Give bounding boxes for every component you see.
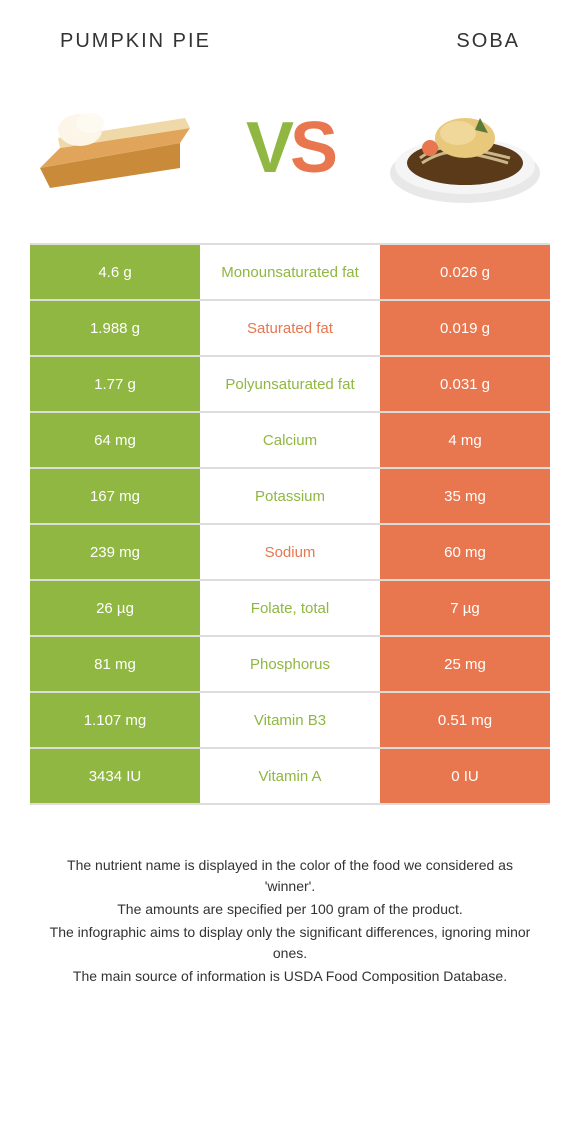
table-row: 167 mgPotassium35 mg (30, 469, 550, 525)
left-value: 3434 IU (30, 749, 200, 803)
nutrient-label: Folate, total (200, 581, 380, 635)
table-row: 26 µgFolate, total7 µg (30, 581, 550, 637)
nutrient-label: Saturated fat (200, 301, 380, 355)
nutrient-table: 4.6 gMonounsaturated fat0.026 g1.988 gSa… (30, 243, 550, 805)
left-value: 1.107 mg (30, 693, 200, 747)
left-value: 1.77 g (30, 357, 200, 411)
right-value: 0 IU (380, 749, 550, 803)
right-value: 0.019 g (380, 301, 550, 355)
vs-label: VS (246, 107, 334, 189)
table-row: 1.988 gSaturated fat0.019 g (30, 301, 550, 357)
table-row: 1.107 mgVitamin B30.51 mg (30, 693, 550, 749)
right-value: 4 mg (380, 413, 550, 467)
footer-notes: The nutrient name is displayed in the co… (0, 805, 580, 987)
header: PUMPKIN PIE SOBA (0, 0, 580, 63)
left-value: 167 mg (30, 469, 200, 523)
nutrient-label: Vitamin B3 (200, 693, 380, 747)
soba-icon (380, 88, 550, 208)
footer-line-2: The amounts are specified per 100 gram o… (40, 899, 540, 920)
right-food-title: SOBA (456, 30, 520, 53)
nutrient-label: Potassium (200, 469, 380, 523)
vs-s: S (290, 108, 334, 188)
table-row: 81 mgPhosphorus25 mg (30, 637, 550, 693)
right-value: 0.031 g (380, 357, 550, 411)
table-row: 4.6 gMonounsaturated fat0.026 g (30, 245, 550, 301)
right-value: 35 mg (380, 469, 550, 523)
table-row: 3434 IUVitamin A0 IU (30, 749, 550, 805)
soba-image (380, 83, 550, 213)
table-row: 64 mgCalcium4 mg (30, 413, 550, 469)
left-food-title: PUMPKIN PIE (60, 30, 211, 53)
vs-v: V (246, 108, 290, 188)
nutrient-label: Phosphorus (200, 637, 380, 691)
hero-row: VS (0, 63, 580, 243)
right-value: 25 mg (380, 637, 550, 691)
footer-line-1: The nutrient name is displayed in the co… (40, 855, 540, 897)
left-value: 81 mg (30, 637, 200, 691)
left-value: 1.988 g (30, 301, 200, 355)
right-value: 0.026 g (380, 245, 550, 299)
pumpkin-pie-image (30, 83, 200, 213)
left-value: 4.6 g (30, 245, 200, 299)
left-value: 64 mg (30, 413, 200, 467)
table-row: 1.77 gPolyunsaturated fat0.031 g (30, 357, 550, 413)
footer-line-4: The main source of information is USDA F… (40, 966, 540, 987)
left-value: 26 µg (30, 581, 200, 635)
nutrient-label: Polyunsaturated fat (200, 357, 380, 411)
nutrient-label: Monounsaturated fat (200, 245, 380, 299)
footer-line-3: The infographic aims to display only the… (40, 922, 540, 964)
nutrient-label: Sodium (200, 525, 380, 579)
pumpkin-pie-icon (30, 88, 200, 208)
right-value: 60 mg (380, 525, 550, 579)
table-row: 239 mgSodium60 mg (30, 525, 550, 581)
right-value: 7 µg (380, 581, 550, 635)
nutrient-label: Vitamin A (200, 749, 380, 803)
nutrient-label: Calcium (200, 413, 380, 467)
right-value: 0.51 mg (380, 693, 550, 747)
left-value: 239 mg (30, 525, 200, 579)
